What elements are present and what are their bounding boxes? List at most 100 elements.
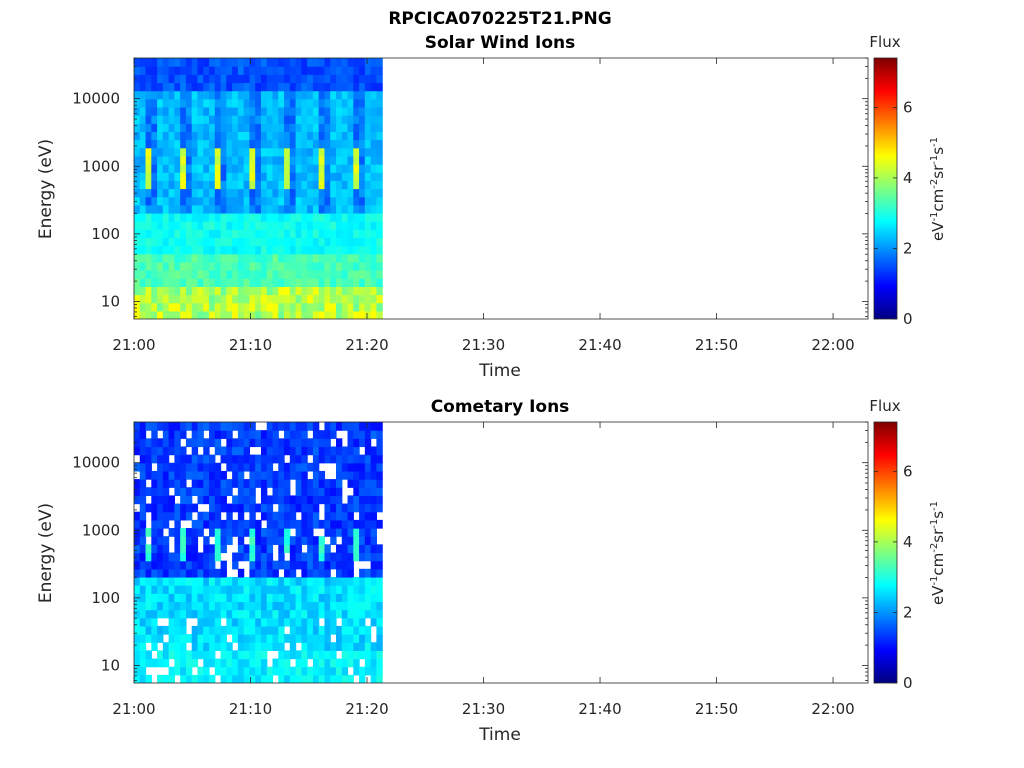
solar-wind-heatmap-cell [185, 147, 193, 157]
solar-wind-heatmap-cell [370, 196, 377, 206]
cometary-heatmap-cell [359, 528, 366, 537]
solar-wind-colorbar-tick-label: 6 [903, 98, 913, 116]
cometary-heatmap-cell [249, 479, 256, 488]
solar-wind-heatmap-cell [180, 131, 187, 141]
cometary-heatmap-cell [255, 560, 262, 570]
solar-wind-heatmap-cell [376, 294, 383, 304]
solar-wind-heatmap-cell [272, 278, 279, 287]
solar-wind-heatmap-cell [157, 261, 164, 271]
cometary-heatmap-cell [157, 528, 164, 537]
cometary-heatmap-cell [341, 634, 349, 643]
cometary-heatmap-cell [266, 642, 274, 651]
solar-wind-heatmap-cell [260, 286, 268, 296]
solar-wind-heatmap-cell [214, 155, 222, 165]
cometary-heatmap-cell [301, 666, 308, 676]
solar-wind-heatmap-cell [359, 74, 366, 84]
solar-wind-heatmap-cell [255, 106, 262, 116]
solar-wind-heatmap-cell [312, 139, 320, 149]
cometary-heatmap-cell [214, 568, 222, 578]
cometary-heatmap-cell [249, 625, 256, 635]
cometary-heatmap-cell [174, 601, 181, 611]
solar-wind-heatmap-cell [359, 164, 366, 173]
cometary-heatmap-cell [197, 650, 204, 660]
cometary-heatmap-cell [174, 454, 181, 464]
solar-wind-heatmap-cell [312, 286, 320, 296]
solar-wind-heatmap-cell [157, 180, 164, 190]
solar-wind-heatmap-cell [174, 188, 181, 198]
solar-wind-heatmap-cell [243, 261, 251, 271]
cometary-heatmap-cell [284, 479, 291, 488]
solar-wind-heatmap-cell [295, 245, 302, 255]
cometary-heatmap-cell [145, 560, 152, 570]
solar-wind-heatmap-cell [312, 98, 320, 108]
solar-wind-heatmap-cell [185, 58, 193, 67]
cometary-heatmap-cell [289, 552, 297, 562]
cometary-heatmap-cell [318, 454, 326, 464]
cometary-heatmap-cell [295, 454, 302, 464]
solar-wind-heatmap-cell [330, 139, 337, 149]
cometary-heatmap-cell [139, 666, 147, 676]
cometary-heatmap-cell [353, 462, 360, 472]
cometary-heatmap-cell [255, 519, 262, 529]
solar-wind-heatmap-cell [324, 221, 331, 230]
cometary-heatmap-cell [335, 438, 343, 448]
cometary-heatmap-cell [324, 568, 331, 578]
cometary-heatmap-cell [335, 552, 343, 562]
cometary-heatmap-cell [295, 519, 302, 529]
solar-wind-heatmap-cell [162, 164, 170, 173]
solar-wind-heatmap-cell [249, 139, 256, 149]
solar-wind-heatmap-cell [278, 278, 285, 287]
solar-wind-heatmap-cell [145, 139, 152, 149]
cometary-heatmap-cell [157, 650, 164, 660]
cometary-heatmap-cell [347, 422, 354, 431]
cometary-heatmap-cell [307, 617, 314, 627]
cometary-heatmap-cell [301, 503, 308, 513]
solar-wind-heatmap-cell [260, 106, 268, 116]
solar-wind-heatmap-cell [370, 98, 377, 108]
solar-wind-heatmap-cell [220, 115, 227, 124]
solar-wind-heatmap-cell [185, 261, 193, 271]
solar-wind-heatmap-cell [174, 164, 181, 173]
solar-wind-heatmap-cell [370, 123, 377, 133]
solar-wind-heatmap-cell [151, 278, 158, 287]
solar-wind-heatmap-cell [260, 294, 268, 304]
cometary-heatmap-cell [295, 674, 302, 683]
cometary-heatmap-cell [330, 617, 337, 627]
cometary-heatmap-cell [220, 560, 227, 570]
solar-wind-heatmap-cell [335, 98, 343, 108]
cometary-heatmap-cell [139, 487, 147, 497]
cometary-heatmap-cell [301, 536, 308, 545]
cometary-heatmap-cell [376, 544, 383, 554]
solar-wind-heatmap-cell [220, 261, 227, 271]
cometary-heatmap-cell [255, 625, 262, 635]
solar-wind-heatmap-cell [180, 302, 187, 312]
solar-wind-heatmap-cell [266, 229, 274, 239]
cometary-heatmap-cell [295, 576, 302, 586]
solar-wind-heatmap-cell [359, 286, 366, 296]
solar-wind-heatmap-cell [180, 245, 187, 255]
cometary-heatmap-cell [209, 674, 216, 683]
solar-wind-heatmap-cell [191, 229, 199, 239]
solar-wind-heatmap-cell [359, 155, 366, 165]
solar-wind-heatmap-cell [364, 82, 372, 92]
cometary-heatmap-cell [185, 528, 193, 537]
cometary-heatmap-cell [174, 568, 181, 578]
cometary-heatmap-cell [209, 634, 216, 643]
cometary-heatmap-cell [162, 658, 170, 668]
cometary-heatmap-cell [237, 519, 245, 529]
cometary-heatmap-cell [266, 544, 274, 554]
cometary-heatmap-cell [347, 617, 354, 627]
solar-wind-heatmap-cell [278, 123, 285, 133]
solar-wind-heatmap-cell [145, 147, 152, 157]
solar-wind-heatmap-cell [151, 188, 158, 198]
solar-wind-heatmap-cell [145, 98, 152, 108]
cometary-heatmap-cell [162, 674, 170, 683]
cometary-heatmap-cell [307, 593, 314, 603]
solar-wind-heatmap-cell [220, 188, 227, 198]
solar-wind-heatmap-cell [237, 245, 245, 255]
cometary-heatmap-cell [266, 593, 274, 603]
solar-wind-heatmap-cell [376, 164, 383, 173]
solar-wind-heatmap-cell [295, 237, 302, 247]
cometary-heatmap-cell [284, 438, 291, 448]
cometary-heatmap-cell [376, 585, 383, 594]
